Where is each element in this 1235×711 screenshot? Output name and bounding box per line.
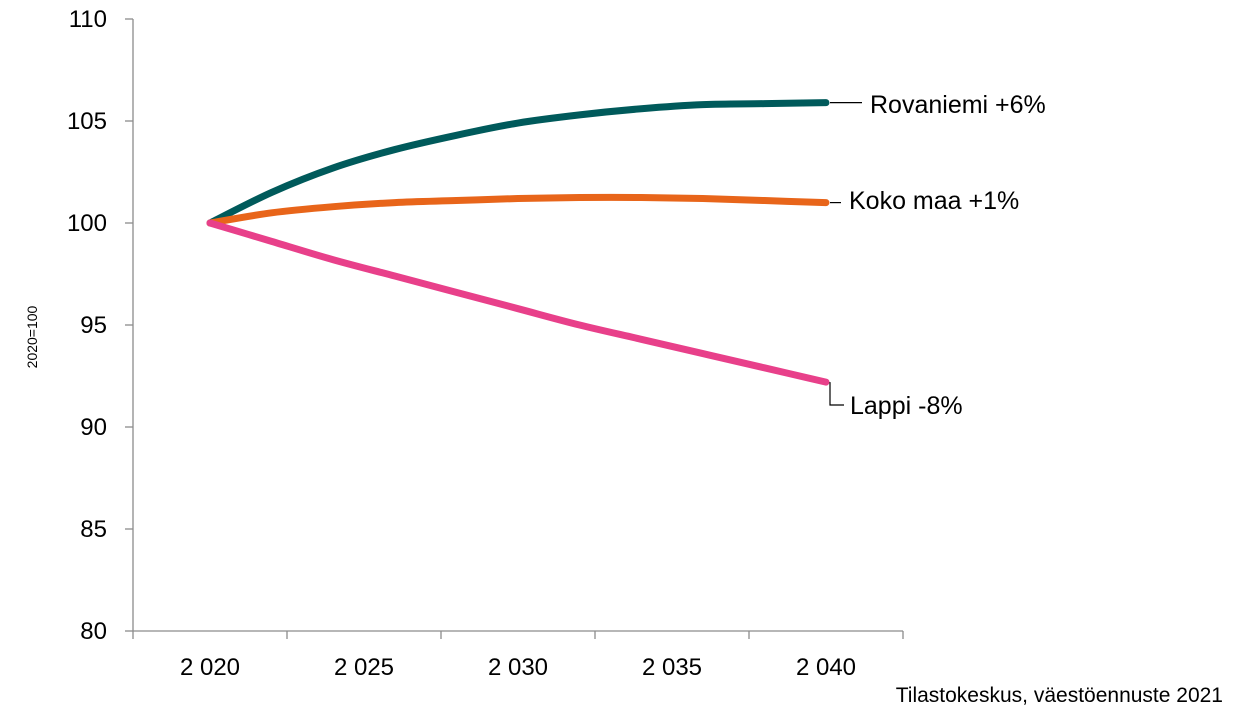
y-axis-label: 2020=100 xyxy=(24,305,40,368)
series-label: Rovaniemi +6% xyxy=(870,91,1046,119)
y-ticks: 80 85 90 95 100 105 110 xyxy=(67,6,133,645)
y-tick-label: 105 xyxy=(67,108,107,135)
series-labels: Rovaniemi +6% Koko maa +1% Lappi -8% xyxy=(829,91,1046,420)
y-tick-label: 90 xyxy=(80,414,107,441)
axes xyxy=(132,19,903,632)
x-tick-label: 2 025 xyxy=(334,654,394,681)
label-leader-line xyxy=(829,382,844,406)
series-line-koko-maa xyxy=(206,193,830,227)
x-tick-label: 2 040 xyxy=(796,654,856,681)
y-tick-label: 100 xyxy=(67,210,107,237)
y-tick-label: 110 xyxy=(69,6,107,33)
series-label: Lappi -8% xyxy=(850,392,963,420)
x-ticks: 2 020 2 025 2 030 2 035 2 040 xyxy=(132,631,904,681)
y-tick-label: 85 xyxy=(80,516,107,543)
x-tick-label: 2 035 xyxy=(642,654,702,681)
series-line-rovaniemi xyxy=(206,99,830,227)
series-label: Koko maa +1% xyxy=(849,187,1019,215)
source-note: Tilastokeskus, väestöennuste 2021 xyxy=(896,684,1223,707)
y-tick-label: 95 xyxy=(80,312,107,339)
series-lines xyxy=(206,99,830,386)
x-tick-label: 2 020 xyxy=(180,654,240,681)
y-tick-label: 80 xyxy=(80,618,107,645)
x-tick-label: 2 030 xyxy=(488,654,548,681)
series-line-lappi xyxy=(206,219,830,386)
